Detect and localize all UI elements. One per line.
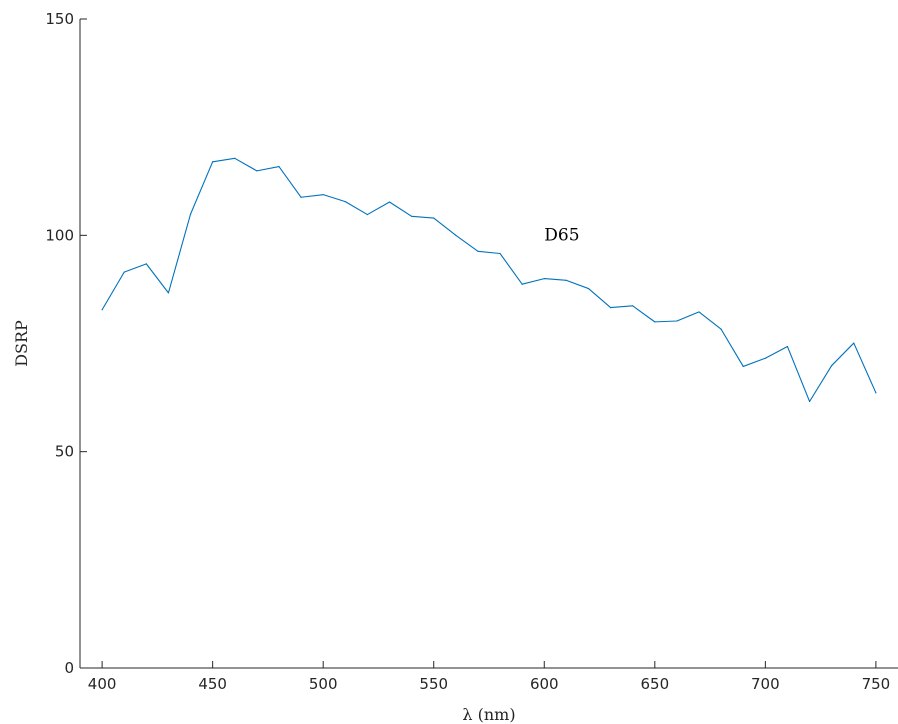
- data-point: [212, 161, 214, 163]
- data-point: [322, 194, 324, 196]
- x-ticks: 400 450 500 550 600 650 700 750: [88, 661, 890, 693]
- data-point: [565, 279, 567, 281]
- data-point: [654, 321, 656, 323]
- data-point: [521, 283, 523, 285]
- axes: [79, 19, 898, 669]
- data-point: [609, 306, 612, 309]
- data-point: [698, 311, 700, 313]
- x-tick-label: 450: [198, 675, 227, 693]
- data-point: [234, 157, 236, 159]
- data-point: [388, 201, 391, 203]
- data-point: [632, 305, 634, 307]
- data-point: [853, 342, 855, 344]
- data-point: [101, 309, 103, 311]
- data-point: [764, 357, 766, 359]
- data-point: [676, 320, 678, 322]
- data-point: [411, 215, 413, 217]
- x-tick-label: 750: [862, 675, 891, 693]
- y-tick-label: 150: [45, 10, 74, 28]
- y-tick-label: 50: [55, 443, 74, 461]
- data-point: [189, 213, 192, 215]
- x-axis-title: λ (nm): [462, 705, 515, 724]
- x-tick-label: 400: [88, 675, 117, 693]
- y-tick-label: 0: [64, 659, 74, 677]
- y-tick-label: 100: [45, 226, 74, 244]
- series-line: [101, 157, 877, 403]
- data-point: [278, 165, 280, 168]
- data-point: [477, 250, 479, 252]
- x-tick-label: 600: [530, 675, 559, 693]
- data-point: [455, 234, 457, 236]
- y-axis-title: DSRP: [12, 320, 31, 367]
- data-point: [543, 278, 545, 280]
- data-point: [786, 345, 789, 348]
- data-point: [433, 217, 435, 219]
- data-point: [145, 263, 147, 265]
- data-point: [808, 400, 811, 403]
- data-point: [344, 200, 346, 203]
- annotations: D65: [544, 225, 579, 245]
- y-ticks: 0 50 100 150: [45, 10, 87, 677]
- data-point: [366, 213, 369, 216]
- x-tick-label: 550: [419, 675, 448, 693]
- annotation-label: D65: [544, 225, 579, 245]
- data-point: [587, 287, 590, 290]
- x-tick-label: 500: [309, 675, 338, 693]
- data-point: [742, 365, 744, 368]
- series-group: [101, 157, 877, 403]
- data-point: [831, 364, 833, 367]
- x-tick-label: 650: [640, 675, 669, 693]
- data-point: [256, 170, 258, 172]
- x-tick-label: 700: [751, 675, 780, 693]
- data-point: [167, 292, 170, 294]
- data-point: [720, 328, 722, 330]
- data-point: [499, 252, 501, 255]
- data-point: [123, 271, 125, 273]
- data-point: [300, 196, 302, 198]
- data-point: [875, 392, 877, 394]
